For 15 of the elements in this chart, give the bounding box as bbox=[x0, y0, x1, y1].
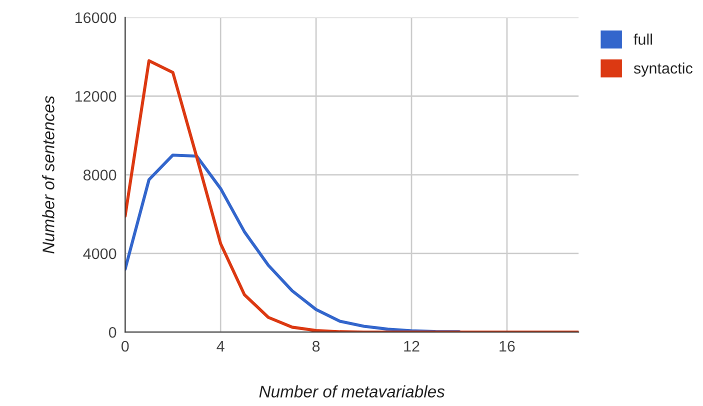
x-axis-title: Number of metavariables bbox=[259, 385, 445, 398]
line-series bbox=[125, 154, 461, 332]
y-axis-title: Number of sentences bbox=[42, 96, 54, 254]
y-tick-label: 8000 bbox=[83, 170, 116, 180]
x-tick-label: 0 bbox=[121, 340, 129, 352]
y-tick-label: 4000 bbox=[83, 248, 116, 260]
y-tick-label: 0 bbox=[108, 326, 116, 338]
x-tick-label: 12 bbox=[404, 340, 420, 352]
y-tick-label: 16000 bbox=[75, 12, 116, 24]
x-tick-label: 8 bbox=[312, 340, 320, 352]
legend-label: full bbox=[634, 34, 652, 45]
y-tick-label: 12000 bbox=[75, 90, 116, 102]
x-tick-label: 16 bbox=[500, 340, 515, 352]
legend-label: syntactic bbox=[634, 62, 692, 77]
x-tick-label: 4 bbox=[216, 341, 224, 352]
